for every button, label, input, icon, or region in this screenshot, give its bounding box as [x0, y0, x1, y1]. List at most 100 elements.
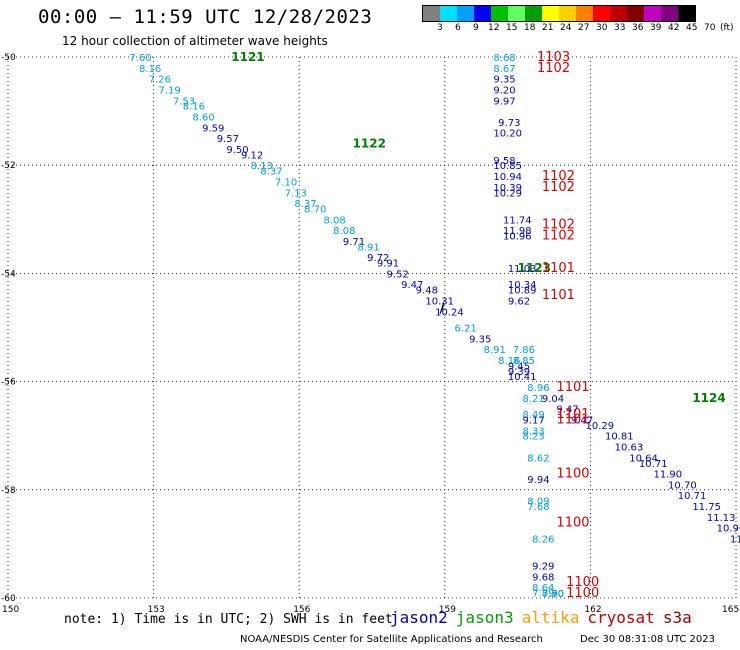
time-label: 1101 [556, 407, 589, 422]
wave-height-label: 10.41 [508, 372, 537, 383]
time-label: 1101 [556, 412, 589, 427]
wave-height-label: 7.68 [527, 502, 549, 513]
time-label: 1122 [353, 137, 386, 151]
wave-height-label: 6.21 [455, 324, 477, 335]
wave-height-label: 10.29 [586, 421, 615, 432]
color-scale-swatches [422, 5, 696, 22]
wave-height-label: 8.68 [493, 53, 515, 64]
satellite-legend-item: jason2 [390, 608, 448, 627]
wave-height-label: 9.45 [508, 361, 530, 372]
wave-height-label: 7.53 [173, 96, 195, 107]
wave-height-label: 8.67 [493, 64, 515, 75]
wave-height-label: 10.81 [605, 432, 634, 443]
wave-height-label: 8.16 [498, 356, 520, 367]
lon-tick-label: 159 [439, 605, 456, 615]
wave-height-label: 9.62 [508, 296, 530, 307]
time-label: 1100 [556, 467, 589, 482]
color-scale-label: 45 [686, 23, 698, 33]
time-label: 1101 [556, 380, 589, 395]
wave-height-label: 10.71 [639, 459, 668, 470]
island-outline [439, 301, 445, 315]
wave-height-label: 11.74 [503, 215, 532, 226]
wave-height-label: 8.64 [532, 583, 554, 594]
time-label: 1102 [542, 180, 575, 195]
wave-height-label: 8.60 [192, 113, 214, 124]
lon-tick-label: 165 [722, 605, 739, 615]
wave-height-label: 10.94 [493, 172, 522, 183]
color-scale-label: 27 [578, 23, 590, 33]
satellite-legend: jason2 jason3 altika cryosat s3a [390, 608, 700, 627]
wave-height-label: 9.35 [469, 334, 491, 345]
wave-height-label: 9.20 [493, 85, 515, 96]
wave-height-label: 9.97 [493, 96, 515, 107]
color-swatch [644, 6, 661, 21]
wave-height-label: 10.34 [508, 280, 537, 291]
wave-height-label: 7.13 [285, 188, 307, 199]
wave-height-label: 7.26 [149, 75, 171, 86]
wave-height-label: 8.16 [139, 64, 161, 75]
wave-height-label: 10.96 [717, 524, 740, 535]
wave-height-label: 9.12 [241, 150, 263, 161]
wave-height-label: 7.86 [513, 345, 535, 356]
color-scale-label: 6 [455, 23, 461, 33]
satellite-legend-item: altika [521, 608, 580, 627]
time-label: 1121 [231, 50, 264, 64]
satellite-legend-item: jason3 [455, 608, 514, 627]
wave-height-label: 9.57 [217, 134, 239, 145]
lat-tick-label: -52 [1, 161, 16, 171]
wave-height-label: 9.48 [416, 286, 438, 297]
color-scale-label: 39 [650, 23, 662, 33]
wave-height-label: 9.71 [343, 237, 365, 248]
wave-height-label: 7.60 [129, 53, 151, 64]
wave-height-label: 8.85 [513, 356, 535, 367]
lon-tick-label: 162 [584, 605, 601, 615]
color-scale-label: 21 [542, 23, 554, 33]
color-swatch [593, 6, 610, 21]
color-scale-label: 3 [437, 23, 443, 33]
time-label: 1100 [556, 515, 589, 530]
time-label: 1100 [566, 575, 599, 590]
lon-tick-label: 153 [148, 605, 165, 615]
wave-height-label: 9.39 [508, 367, 530, 378]
color-scale-label: 42 [668, 23, 680, 33]
wave-height-label: 9.58 [493, 156, 515, 167]
page-title: 00:00 – 11:59 UTC 12/28/2023 [38, 6, 373, 28]
time-label: 1103 [537, 50, 570, 65]
wave-height-label: 9.47 [556, 405, 578, 416]
page-subtitle: 12 hour collection of altimeter wave hei… [62, 34, 328, 48]
wave-height-label: 10.71 [678, 491, 707, 502]
wave-height-label: 11.90 [653, 470, 682, 481]
time-label: 1102 [542, 218, 575, 233]
wave-height-label: 10.64 [629, 453, 658, 464]
color-swatch [542, 6, 559, 21]
wave-height-label: 9.35 [493, 75, 515, 86]
wave-height-label: 9.47 [571, 415, 593, 426]
wave-height-label: 10.63 [615, 443, 644, 454]
wave-height-label: 9.72 [367, 253, 389, 264]
wave-height-label: 8.08 [323, 215, 345, 226]
wave-height-label: 10.39 [493, 183, 522, 194]
wave-height-label: 8.33 [522, 426, 544, 437]
time-label: 1101 [542, 288, 575, 303]
color-scale-label: 12 [488, 23, 500, 33]
color-scale-label: (ft) [720, 23, 734, 33]
color-swatch [627, 6, 644, 21]
color-scale-label: 24 [560, 23, 572, 33]
color-scale-label: 70 [704, 23, 716, 33]
wave-height-label: 10.24 [435, 307, 464, 318]
wave-height-label: 9.91 [377, 259, 399, 270]
time-label: 1102 [542, 169, 575, 184]
time-label: 1102 [537, 61, 570, 76]
wave-height-label: 10.20 [493, 129, 522, 140]
wave-height-label: 11.5 [730, 534, 740, 545]
wave-height-label: 10.70 [668, 480, 697, 491]
color-swatch [576, 6, 593, 21]
wave-height-label: 8.21 [522, 394, 544, 405]
color-swatch [491, 6, 508, 21]
wave-height-label: 8.49 [522, 410, 544, 421]
color-scale-label: 36 [632, 23, 644, 33]
wave-height-label: 9.68 [532, 572, 554, 583]
wave-height-label: 7.19 [158, 85, 180, 96]
wave-height-label: 8.91 [484, 345, 506, 356]
